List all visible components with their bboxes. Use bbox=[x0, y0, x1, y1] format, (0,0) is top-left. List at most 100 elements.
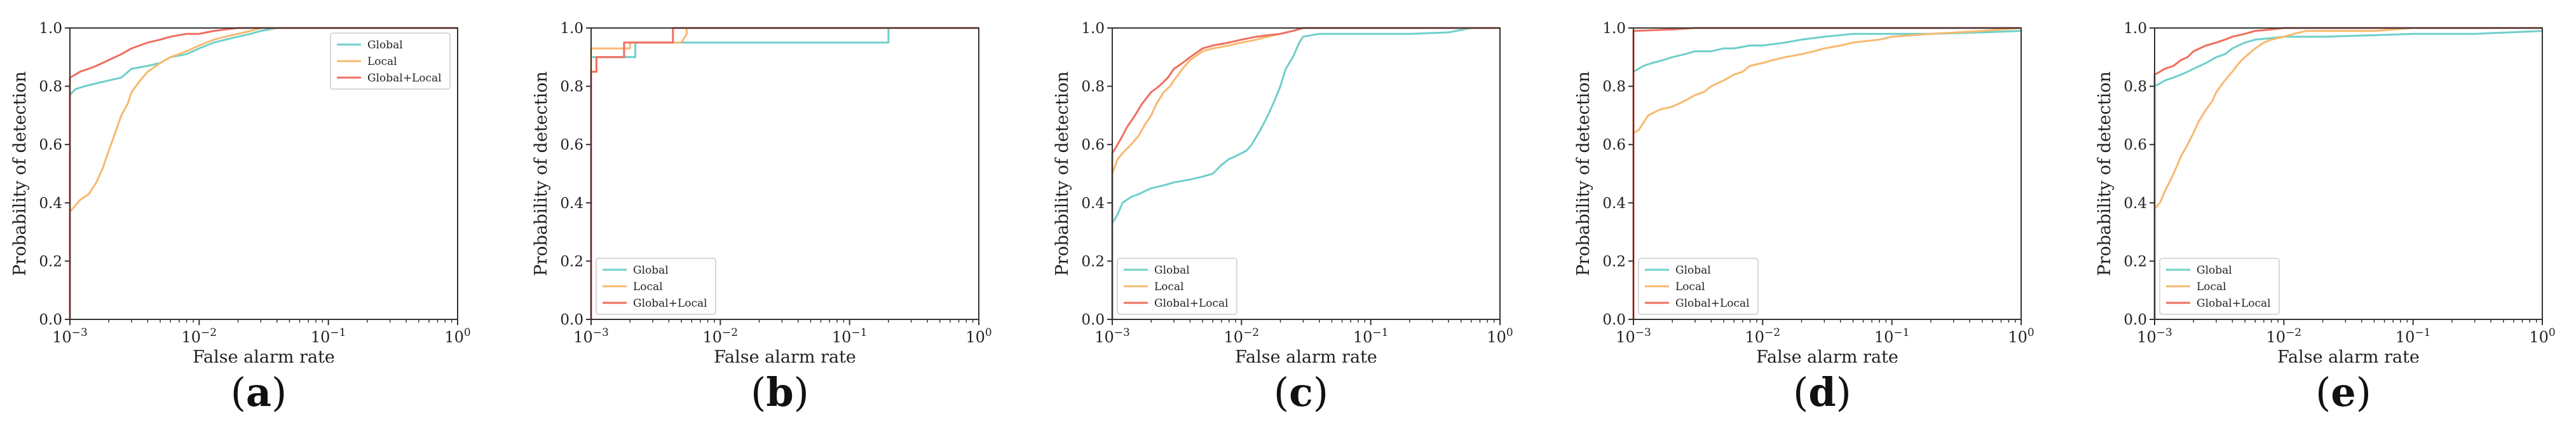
chart-panel-c: 0.0 0.2 0.4 0.6 0.8 1.0 10−3 10−2 10−1 100 False a… bbox=[1044, 0, 1558, 439]
y-tick-label: 0.8 bbox=[1081, 79, 1105, 95]
y-tick-label: 0.0 bbox=[2123, 312, 2147, 328]
legend-label: Global+Local bbox=[1154, 297, 1229, 310]
x-tick-label: 10−3 bbox=[1094, 326, 1130, 346]
x-axis-label: False alarm rate bbox=[1756, 347, 1898, 363]
legend-label: Global bbox=[1154, 264, 1190, 277]
y-tick-label: 0.4 bbox=[2123, 195, 2147, 212]
x-axis-label: False alarm rate bbox=[193, 347, 335, 363]
y-axis-label: Probability of detection bbox=[10, 71, 30, 276]
axes-frame bbox=[1633, 27, 2022, 320]
x-tick-label: 100 bbox=[444, 326, 470, 346]
series-line-global-local bbox=[69, 27, 458, 319]
panel-caption-letter: a bbox=[245, 369, 272, 415]
x-tick-label: 10−1 bbox=[2395, 326, 2431, 346]
axes-frame bbox=[590, 27, 979, 320]
chart-panel-d: 0.0 0.2 0.4 0.6 0.8 1.0 10−3 10−2 10−1 100 False a… bbox=[1565, 0, 2080, 439]
x-tick-label: 10−3 bbox=[52, 326, 88, 346]
series-line-local bbox=[69, 27, 458, 319]
chart-svg: 0.0 0.2 0.4 0.6 0.8 1.0 10−3 10−2 10−1 100 False a… bbox=[1574, 20, 2034, 363]
panel-caption-letter: c bbox=[1289, 369, 1313, 415]
legend-box bbox=[330, 32, 451, 90]
panel-caption: (e) bbox=[2086, 369, 2576, 415]
legend-label: Global+Local bbox=[1675, 297, 1750, 310]
y-tick-label: 0.6 bbox=[1602, 137, 1626, 153]
y-tick-label: 0.0 bbox=[1081, 312, 1105, 328]
legend-label: Global bbox=[633, 264, 669, 277]
x-tick-label: 10−1 bbox=[1353, 326, 1389, 346]
chart-svg: 0.0 0.2 0.4 0.6 0.8 1.0 10−3 10−2 10−1 100 False a… bbox=[1053, 20, 1513, 363]
y-tick-label: 0.2 bbox=[560, 253, 583, 270]
y-tick-label: 0.4 bbox=[560, 195, 583, 212]
series-line-global-local bbox=[590, 27, 979, 319]
x-axis-label: False alarm rate bbox=[714, 347, 856, 363]
legend-label: Global bbox=[367, 39, 403, 52]
x-tick-label: 10−1 bbox=[311, 326, 346, 346]
panel-caption-letter: b bbox=[766, 369, 794, 415]
legend-box bbox=[2159, 258, 2280, 315]
x-tick-label: 10−3 bbox=[2137, 326, 2172, 346]
panel-caption-close: ) bbox=[793, 369, 809, 415]
legend-label: Global+Local bbox=[367, 72, 442, 85]
y-axis-label: Probability of detection bbox=[1574, 71, 1593, 276]
y-tick-label: 1.0 bbox=[2123, 20, 2147, 37]
panel-caption-open: ( bbox=[1273, 369, 1290, 415]
x-axis-label: False alarm rate bbox=[1235, 347, 1377, 363]
x-tick-label: 10−3 bbox=[573, 326, 609, 346]
panel-caption-close: ) bbox=[271, 369, 287, 415]
chart-panel-b: 0.0 0.2 0.4 0.6 0.8 1.0 10−3 10−2 10−1 100 False a… bbox=[522, 0, 1037, 439]
y-tick-label: 0.8 bbox=[1602, 79, 1626, 95]
legend-box bbox=[596, 258, 716, 315]
panel-caption-letter: e bbox=[2331, 369, 2356, 415]
x-tick-label: 100 bbox=[2008, 326, 2034, 346]
y-tick-label: 0.8 bbox=[39, 79, 62, 95]
chart-panel-e: 0.0 0.2 0.4 0.6 0.8 1.0 10−3 10−2 10−1 100 False a… bbox=[2086, 0, 2576, 439]
y-tick-label: 0.0 bbox=[560, 312, 583, 328]
y-tick-label: 0.4 bbox=[1081, 195, 1105, 212]
panel-caption-close: ) bbox=[1312, 369, 1329, 415]
y-tick-label: 0.6 bbox=[39, 137, 62, 153]
series-line-global-local bbox=[1111, 27, 1500, 319]
legend: Global Local Global+Local bbox=[1117, 258, 1237, 315]
panel-caption-close: ) bbox=[1836, 369, 1851, 415]
x-axis-label: False alarm rate bbox=[2277, 347, 2420, 363]
x-tick-label: 10−2 bbox=[182, 326, 217, 346]
panel-caption-open: ( bbox=[1793, 369, 1809, 415]
legend-label: Global+Local bbox=[2197, 297, 2271, 310]
y-tick-label: 1.0 bbox=[560, 20, 583, 37]
y-tick-label: 0.6 bbox=[560, 137, 583, 153]
panel-caption-open: ( bbox=[2315, 369, 2331, 415]
legend-label: Global+Local bbox=[633, 297, 707, 310]
y-tick-label: 0.8 bbox=[2123, 79, 2147, 95]
y-tick-label: 0.2 bbox=[1602, 253, 1626, 270]
legend-label: Local bbox=[1675, 281, 1705, 293]
y-tick-label: 0.4 bbox=[1602, 195, 1626, 212]
chart-svg: 0.0 0.2 0.4 0.6 0.8 1.0 10−3 10−2 10−1 100 False a… bbox=[531, 20, 992, 363]
x-tick-label: 10−1 bbox=[1874, 326, 1910, 346]
panel-caption: (a) bbox=[1, 369, 516, 415]
y-tick-label: 0.0 bbox=[39, 312, 62, 328]
y-axis-label: Probability of detection bbox=[531, 71, 551, 276]
y-tick-label: 1.0 bbox=[1081, 20, 1105, 37]
y-tick-label: 0.2 bbox=[1081, 253, 1105, 270]
legend: Global Local Global+Local bbox=[330, 32, 451, 90]
series-line-local bbox=[1632, 27, 2022, 319]
panel-caption: (d) bbox=[1565, 369, 2080, 415]
y-axis-label: Probability of detection bbox=[2095, 71, 2115, 276]
legend-box bbox=[1117, 258, 1237, 315]
axes-frame bbox=[69, 27, 458, 320]
chart-svg: 0.0 0.2 0.4 0.6 0.8 1.0 10−3 10−2 10−1 100 False a… bbox=[10, 20, 471, 363]
y-tick-label: 0.2 bbox=[2123, 253, 2147, 270]
x-tick-label: 10−1 bbox=[832, 326, 868, 346]
x-tick-label: 100 bbox=[1487, 326, 1513, 346]
legend: Global Local Global+Local bbox=[596, 258, 716, 315]
series-line-global bbox=[1111, 27, 1500, 319]
axes-frame bbox=[1112, 27, 1501, 320]
y-tick-label: 0.4 bbox=[39, 195, 62, 212]
y-tick-label: 1.0 bbox=[39, 20, 62, 37]
legend-label: Global bbox=[2197, 264, 2232, 277]
series-line-global-local bbox=[2153, 27, 2542, 319]
legend-box bbox=[1638, 258, 1759, 315]
legend-label: Local bbox=[1154, 281, 1184, 293]
x-tick-label: 100 bbox=[965, 326, 992, 346]
